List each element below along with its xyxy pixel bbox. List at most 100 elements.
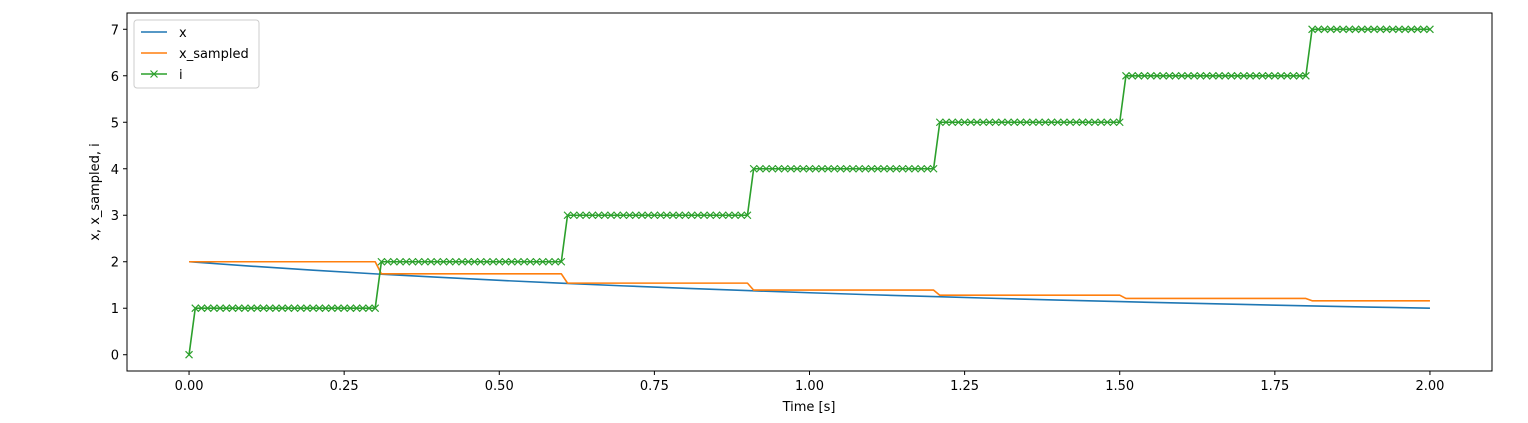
- marker-point: [1413, 25, 1422, 34]
- legend-item-x-sampled: x_sampled: [141, 47, 249, 62]
- marker-point: [1419, 25, 1428, 34]
- y-tick-label: 2: [111, 256, 119, 271]
- marker-point: [1122, 71, 1130, 80]
- marker-point: [842, 164, 851, 173]
- marker-point: [1103, 118, 1112, 127]
- marker-point: [234, 304, 243, 313]
- marker-point: [389, 257, 398, 266]
- marker-point: [476, 257, 485, 266]
- marker-point: [979, 118, 988, 127]
- marker-point: [619, 211, 628, 220]
- marker-point: [209, 304, 218, 313]
- marker-point: [451, 257, 460, 266]
- legend-marker: [150, 70, 158, 78]
- marker-point: [315, 304, 324, 313]
- marker-point: [414, 257, 423, 266]
- x-axis-label: Time [s]: [782, 400, 836, 415]
- x-tick-label: 0.25: [330, 379, 359, 394]
- marker-point: [253, 304, 262, 313]
- x-tick-label: 2.00: [1415, 379, 1444, 394]
- marker-point: [942, 118, 950, 127]
- marker-point: [849, 164, 857, 173]
- marker-point: [569, 211, 578, 220]
- marker-point: [1351, 25, 1360, 34]
- series-line: [188, 28, 1430, 355]
- marker-point: [1146, 71, 1155, 80]
- marker-point: [1035, 118, 1043, 127]
- marker-point: [290, 304, 299, 313]
- marker-point: [1047, 118, 1056, 127]
- marker-point: [1159, 71, 1168, 80]
- marker-point: [762, 164, 770, 173]
- marker-point: [1277, 71, 1285, 80]
- marker-point: [427, 257, 435, 266]
- marker-point: [1184, 71, 1192, 80]
- y-axis-label: x, x_sampled, i: [88, 143, 103, 241]
- y-tick-label: 1: [111, 302, 119, 317]
- legend-label: x_sampled: [179, 47, 249, 62]
- series-i: [185, 25, 1434, 359]
- marker-point: [1363, 25, 1372, 34]
- marker-point: [681, 211, 690, 220]
- marker-point: [594, 211, 603, 220]
- marker-point: [1196, 71, 1205, 80]
- marker-point: [638, 211, 646, 220]
- marker-point: [1345, 25, 1354, 34]
- legend-item-x: x: [141, 26, 187, 41]
- legend-label: x: [179, 26, 187, 41]
- marker-point: [191, 304, 200, 313]
- marker-point: [786, 164, 795, 173]
- marker-point: [197, 304, 206, 313]
- marker-point: [1382, 25, 1391, 34]
- marker-point: [321, 304, 330, 313]
- marker-point: [1320, 25, 1329, 34]
- marker-point: [1202, 71, 1211, 80]
- marker-point: [650, 211, 659, 220]
- marker-point: [960, 118, 969, 127]
- marker-point: [520, 257, 529, 266]
- y-tick-label: 3: [111, 209, 119, 224]
- y-tick-label: 6: [111, 70, 119, 85]
- marker-point: [867, 164, 876, 173]
- marker-point: [371, 304, 380, 313]
- marker-point: [631, 211, 640, 220]
- marker-point: [383, 257, 392, 266]
- legend-item-i: i: [141, 68, 183, 83]
- marker-point: [1357, 25, 1366, 34]
- marker-point: [625, 211, 634, 220]
- marker-point: [1010, 118, 1019, 127]
- marker-point: [873, 164, 882, 173]
- marker-point: [935, 118, 944, 127]
- marker-point: [991, 118, 1000, 127]
- marker-point: [737, 211, 746, 220]
- marker-point: [687, 211, 696, 220]
- marker-point: [284, 304, 293, 313]
- marker-point: [544, 257, 553, 266]
- marker-point: [749, 164, 758, 173]
- marker-point: [1059, 118, 1068, 127]
- marker-point: [513, 257, 522, 266]
- marker-point: [458, 257, 466, 266]
- x-tick-label: 1.25: [950, 379, 979, 394]
- marker-point: [824, 164, 833, 173]
- x-tick-label: 0.75: [640, 379, 669, 394]
- marker-point: [1041, 118, 1050, 127]
- marker-point: [482, 257, 491, 266]
- marker-point: [1115, 118, 1124, 127]
- marker-point: [1264, 71, 1273, 80]
- marker-point: [557, 257, 566, 266]
- marker-point: [811, 164, 820, 173]
- marker-point: [1165, 71, 1174, 80]
- marker-point: [1252, 71, 1261, 80]
- marker-point: [904, 164, 913, 173]
- marker-point: [582, 211, 591, 220]
- marker-point: [1072, 118, 1081, 127]
- marker-point: [346, 304, 355, 313]
- marker-point: [420, 257, 429, 266]
- marker-point: [755, 164, 764, 173]
- marker-point: [1171, 71, 1180, 80]
- marker-point: [712, 211, 721, 220]
- x-tick-label: 1.75: [1260, 379, 1289, 394]
- x-tick-label: 1.50: [1105, 379, 1134, 394]
